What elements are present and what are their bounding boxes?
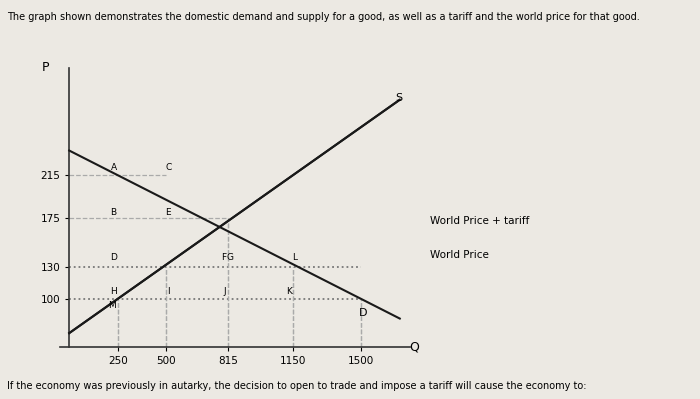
Text: Q: Q bbox=[410, 341, 419, 354]
Text: K: K bbox=[286, 287, 292, 296]
Text: I: I bbox=[167, 287, 169, 296]
Text: L: L bbox=[293, 253, 297, 263]
Text: The graph shown demonstrates the domestic demand and supply for a good, as well : The graph shown demonstrates the domesti… bbox=[7, 12, 640, 22]
Text: D: D bbox=[358, 308, 367, 318]
Text: F: F bbox=[221, 253, 226, 263]
Text: E: E bbox=[166, 208, 172, 217]
Text: World Price: World Price bbox=[430, 250, 489, 261]
Text: S: S bbox=[395, 93, 402, 103]
Text: C: C bbox=[165, 163, 172, 172]
Text: G: G bbox=[226, 253, 233, 263]
Text: World Price + tariff: World Price + tariff bbox=[430, 216, 530, 227]
Text: If the economy was previously in autarky, the decision to open to trade and impo: If the economy was previously in autarky… bbox=[7, 381, 587, 391]
Text: B: B bbox=[111, 208, 117, 217]
Text: H: H bbox=[110, 287, 117, 296]
Text: A: A bbox=[111, 163, 117, 172]
Text: M: M bbox=[108, 301, 116, 310]
Text: D: D bbox=[110, 253, 117, 263]
Text: J: J bbox=[223, 287, 226, 296]
Text: P: P bbox=[42, 61, 50, 74]
